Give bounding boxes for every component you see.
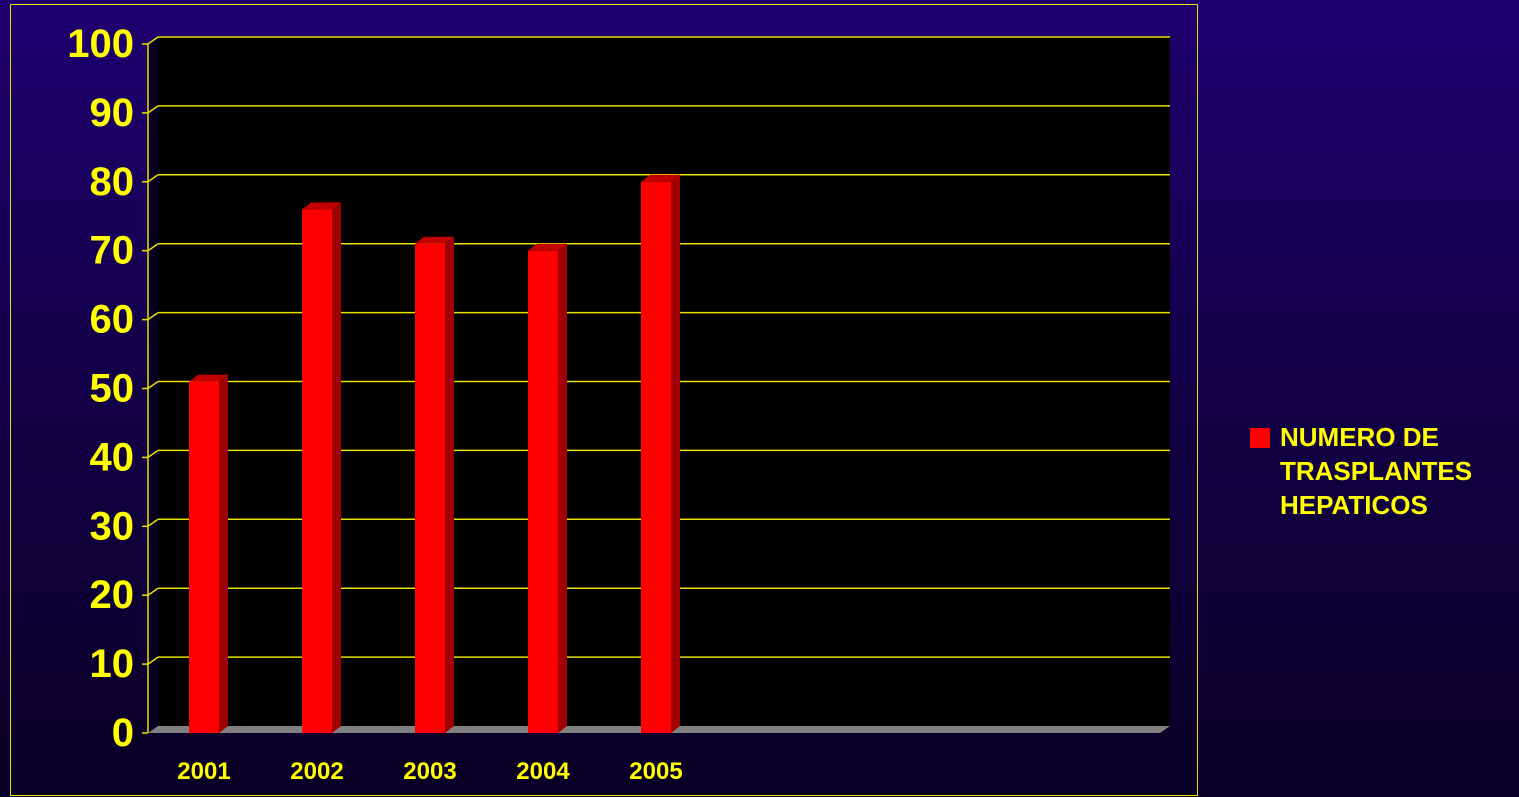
y-tick-label: 0 — [112, 711, 134, 755]
chart-frame — [10, 4, 1198, 796]
y-tick-label: 40 — [90, 435, 135, 479]
bar-top — [528, 243, 567, 251]
y-tick-label: 90 — [90, 91, 135, 135]
x-tick-label: 2003 — [403, 758, 456, 785]
y-tick-label: 30 — [90, 504, 135, 548]
bar-top — [415, 236, 454, 244]
bar — [302, 209, 332, 734]
x-tick-label: 2002 — [290, 758, 343, 785]
bar-side — [445, 236, 454, 733]
y-tick-label: 10 — [90, 642, 135, 686]
y-tick-label: 70 — [90, 229, 135, 273]
x-tick-label: 2001 — [177, 758, 230, 785]
y-tick-label: 100 — [67, 22, 134, 66]
gridline-diagonal — [147, 656, 159, 665]
bar — [528, 250, 558, 733]
y-tick-label: 20 — [90, 573, 135, 617]
y-tick-label: 80 — [90, 160, 135, 204]
gridline-diagonal — [147, 243, 159, 252]
gridline-diagonal — [147, 380, 159, 390]
legend-label: NUMERO DE TRASPLANTES HEPATICOS — [1280, 422, 1473, 520]
bar — [641, 181, 671, 734]
bar — [189, 381, 219, 733]
bar — [415, 243, 445, 733]
legend-swatch — [1250, 428, 1270, 448]
gridline-diagonal — [147, 311, 159, 321]
gridline-diagonal — [147, 174, 159, 183]
gridline-diagonal — [147, 518, 159, 527]
y-tick-label: 60 — [90, 298, 135, 342]
bar-side — [332, 202, 341, 734]
gridline-diagonal — [147, 587, 159, 596]
bar-top — [302, 202, 341, 210]
x-tick-label: 2004 — [516, 758, 570, 785]
gridline-diagonal — [147, 105, 159, 114]
gridline-diagonal — [147, 36, 159, 45]
bar-side — [671, 174, 680, 734]
bar-side — [219, 374, 228, 733]
bar-side — [558, 243, 567, 733]
y-tick-label: 50 — [90, 367, 135, 411]
x-tick-label: 2005 — [629, 758, 682, 785]
gridline-diagonal — [147, 449, 159, 459]
bar-top — [189, 374, 228, 382]
bar-top — [641, 174, 680, 182]
